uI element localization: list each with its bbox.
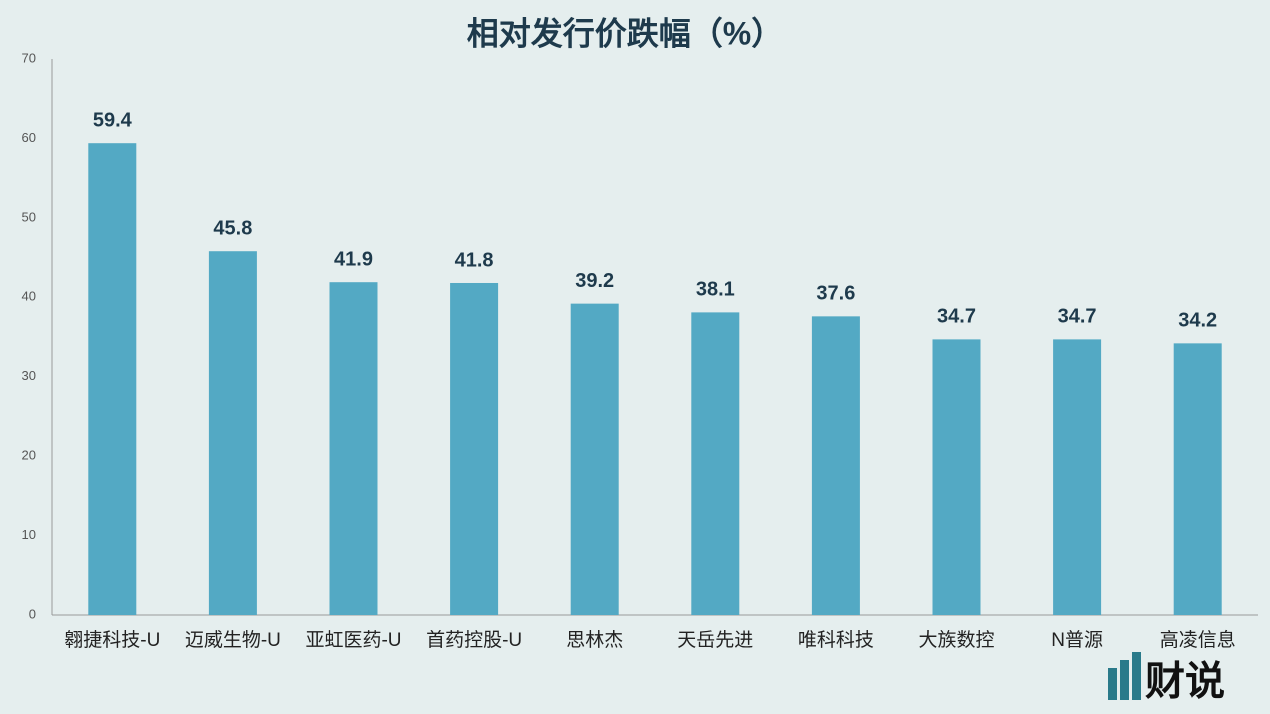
y-tick-label: 30 xyxy=(22,368,36,383)
bar xyxy=(932,339,981,615)
x-tick-label: N普源 xyxy=(1051,629,1103,651)
bar xyxy=(450,282,499,615)
logo-text: 财说 xyxy=(1145,660,1225,704)
x-tick-label: 首药控股-U xyxy=(426,629,522,651)
bar xyxy=(1173,343,1222,615)
bar xyxy=(329,282,378,615)
data-label: 45.8 xyxy=(213,217,252,239)
y-tick-label: 40 xyxy=(22,289,36,304)
bar xyxy=(208,251,257,615)
bar xyxy=(811,316,860,615)
y-tick-label: 60 xyxy=(22,130,36,145)
data-label: 34.2 xyxy=(1178,310,1217,332)
x-tick-label: 唯科科技 xyxy=(798,629,874,651)
x-tick-label: 亚虹医药-U xyxy=(305,629,401,651)
y-tick-label: 70 xyxy=(22,50,36,65)
chart-title: 相对发行价跌幅（%） xyxy=(467,15,783,51)
bar xyxy=(88,143,137,616)
bar xyxy=(570,303,619,615)
y-tick-label: 10 xyxy=(22,527,36,542)
y-tick-label: 0 xyxy=(29,606,36,621)
bar xyxy=(691,312,740,615)
data-label: 59.4 xyxy=(93,109,133,131)
data-label: 39.2 xyxy=(575,270,614,292)
data-label: 34.7 xyxy=(937,306,976,328)
logo-icon xyxy=(1132,652,1141,700)
x-tick-label: 天岳先进 xyxy=(677,629,753,651)
logo-icon xyxy=(1120,660,1129,700)
data-label: 41.9 xyxy=(334,248,373,270)
data-label: 37.6 xyxy=(816,283,855,305)
x-tick-label: 高凌信息 xyxy=(1160,629,1236,651)
y-tick-label: 20 xyxy=(22,448,36,463)
data-label: 41.8 xyxy=(455,249,494,271)
x-tick-label: 大族数控 xyxy=(918,629,994,651)
bar xyxy=(1053,339,1102,615)
y-tick-label: 50 xyxy=(22,209,36,224)
x-tick-label: 迈威生物-U xyxy=(185,629,281,651)
logo: 财说 xyxy=(1108,652,1225,704)
data-label: 38.1 xyxy=(696,279,735,301)
data-label: 34.7 xyxy=(1058,306,1097,328)
x-tick-label: 思林杰 xyxy=(566,629,623,651)
x-tick-label: 翱捷科技-U xyxy=(64,629,160,651)
logo-icon xyxy=(1108,668,1117,700)
